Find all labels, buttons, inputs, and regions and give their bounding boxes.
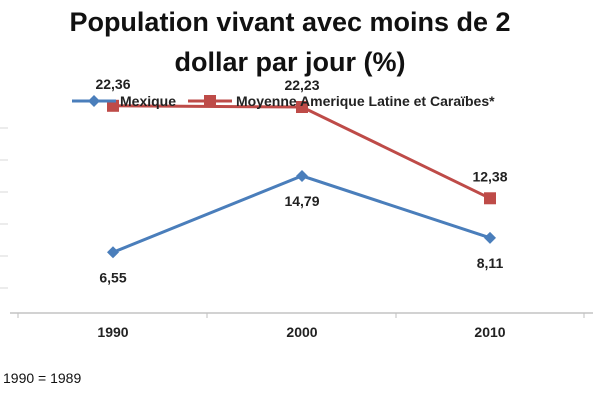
data-label-mexique-2000: 14,79 [284, 193, 319, 209]
data-point-mexique-1990 [107, 246, 119, 259]
data-point-moyenne-1990 [107, 99, 119, 112]
legend-marker-diamond-icon [72, 95, 116, 107]
data-point-mexique-2010 [484, 231, 496, 244]
y-axis-ticks [0, 127, 8, 289]
data-point-mexique-2000 [296, 169, 308, 182]
series-moyenne: 22,36 22,23 12,38 [95, 76, 508, 205]
legend-entry-moyenne: Moyenne Amerique Latine et Caraïbes* [188, 93, 495, 109]
x-tick-label-1990: 1990 [97, 324, 128, 340]
legend-marker-square-icon [188, 95, 233, 107]
data-label-mexique-1990: 6,55 [99, 269, 126, 285]
data-point-moyenne-2010 [484, 192, 496, 205]
data-point-moyenne-2000 [296, 101, 308, 114]
footnote: 1990 = 1989 [3, 370, 82, 386]
series-line-moyenne [112, 104, 491, 200]
series-mexique: 6,55 14,79 8,11 [99, 169, 504, 285]
x-axis-tick-marks [17, 313, 585, 318]
x-tick-label-2010: 2010 [474, 324, 505, 340]
legend-label-moyenne: Moyenne Amerique Latine et Caraïbes* [236, 93, 495, 109]
data-label-moyenne-2000: 22,23 [284, 77, 319, 93]
data-label-moyenne-1990: 22,36 [95, 76, 130, 92]
series-line-mexique [112, 174, 491, 254]
data-label-moyenne-2010: 12,38 [472, 168, 507, 184]
legend: Mexique Moyenne Amerique Latine et Caraï… [72, 90, 507, 112]
series-layer: 6,55 14,79 8,11 22,36 22,23 12,38 [95, 76, 507, 286]
legend-entry-mexique: Mexique [72, 93, 176, 109]
x-tick-label-2000: 2000 [286, 324, 317, 340]
legend-label-mexique: Mexique [120, 93, 177, 109]
x-axis-tick-labels: 1990 2000 2010 [97, 324, 505, 340]
chart-title: Population vivant avec moins de 2 dollar… [69, 7, 511, 77]
data-label-mexique-2010: 8,11 [477, 255, 504, 271]
